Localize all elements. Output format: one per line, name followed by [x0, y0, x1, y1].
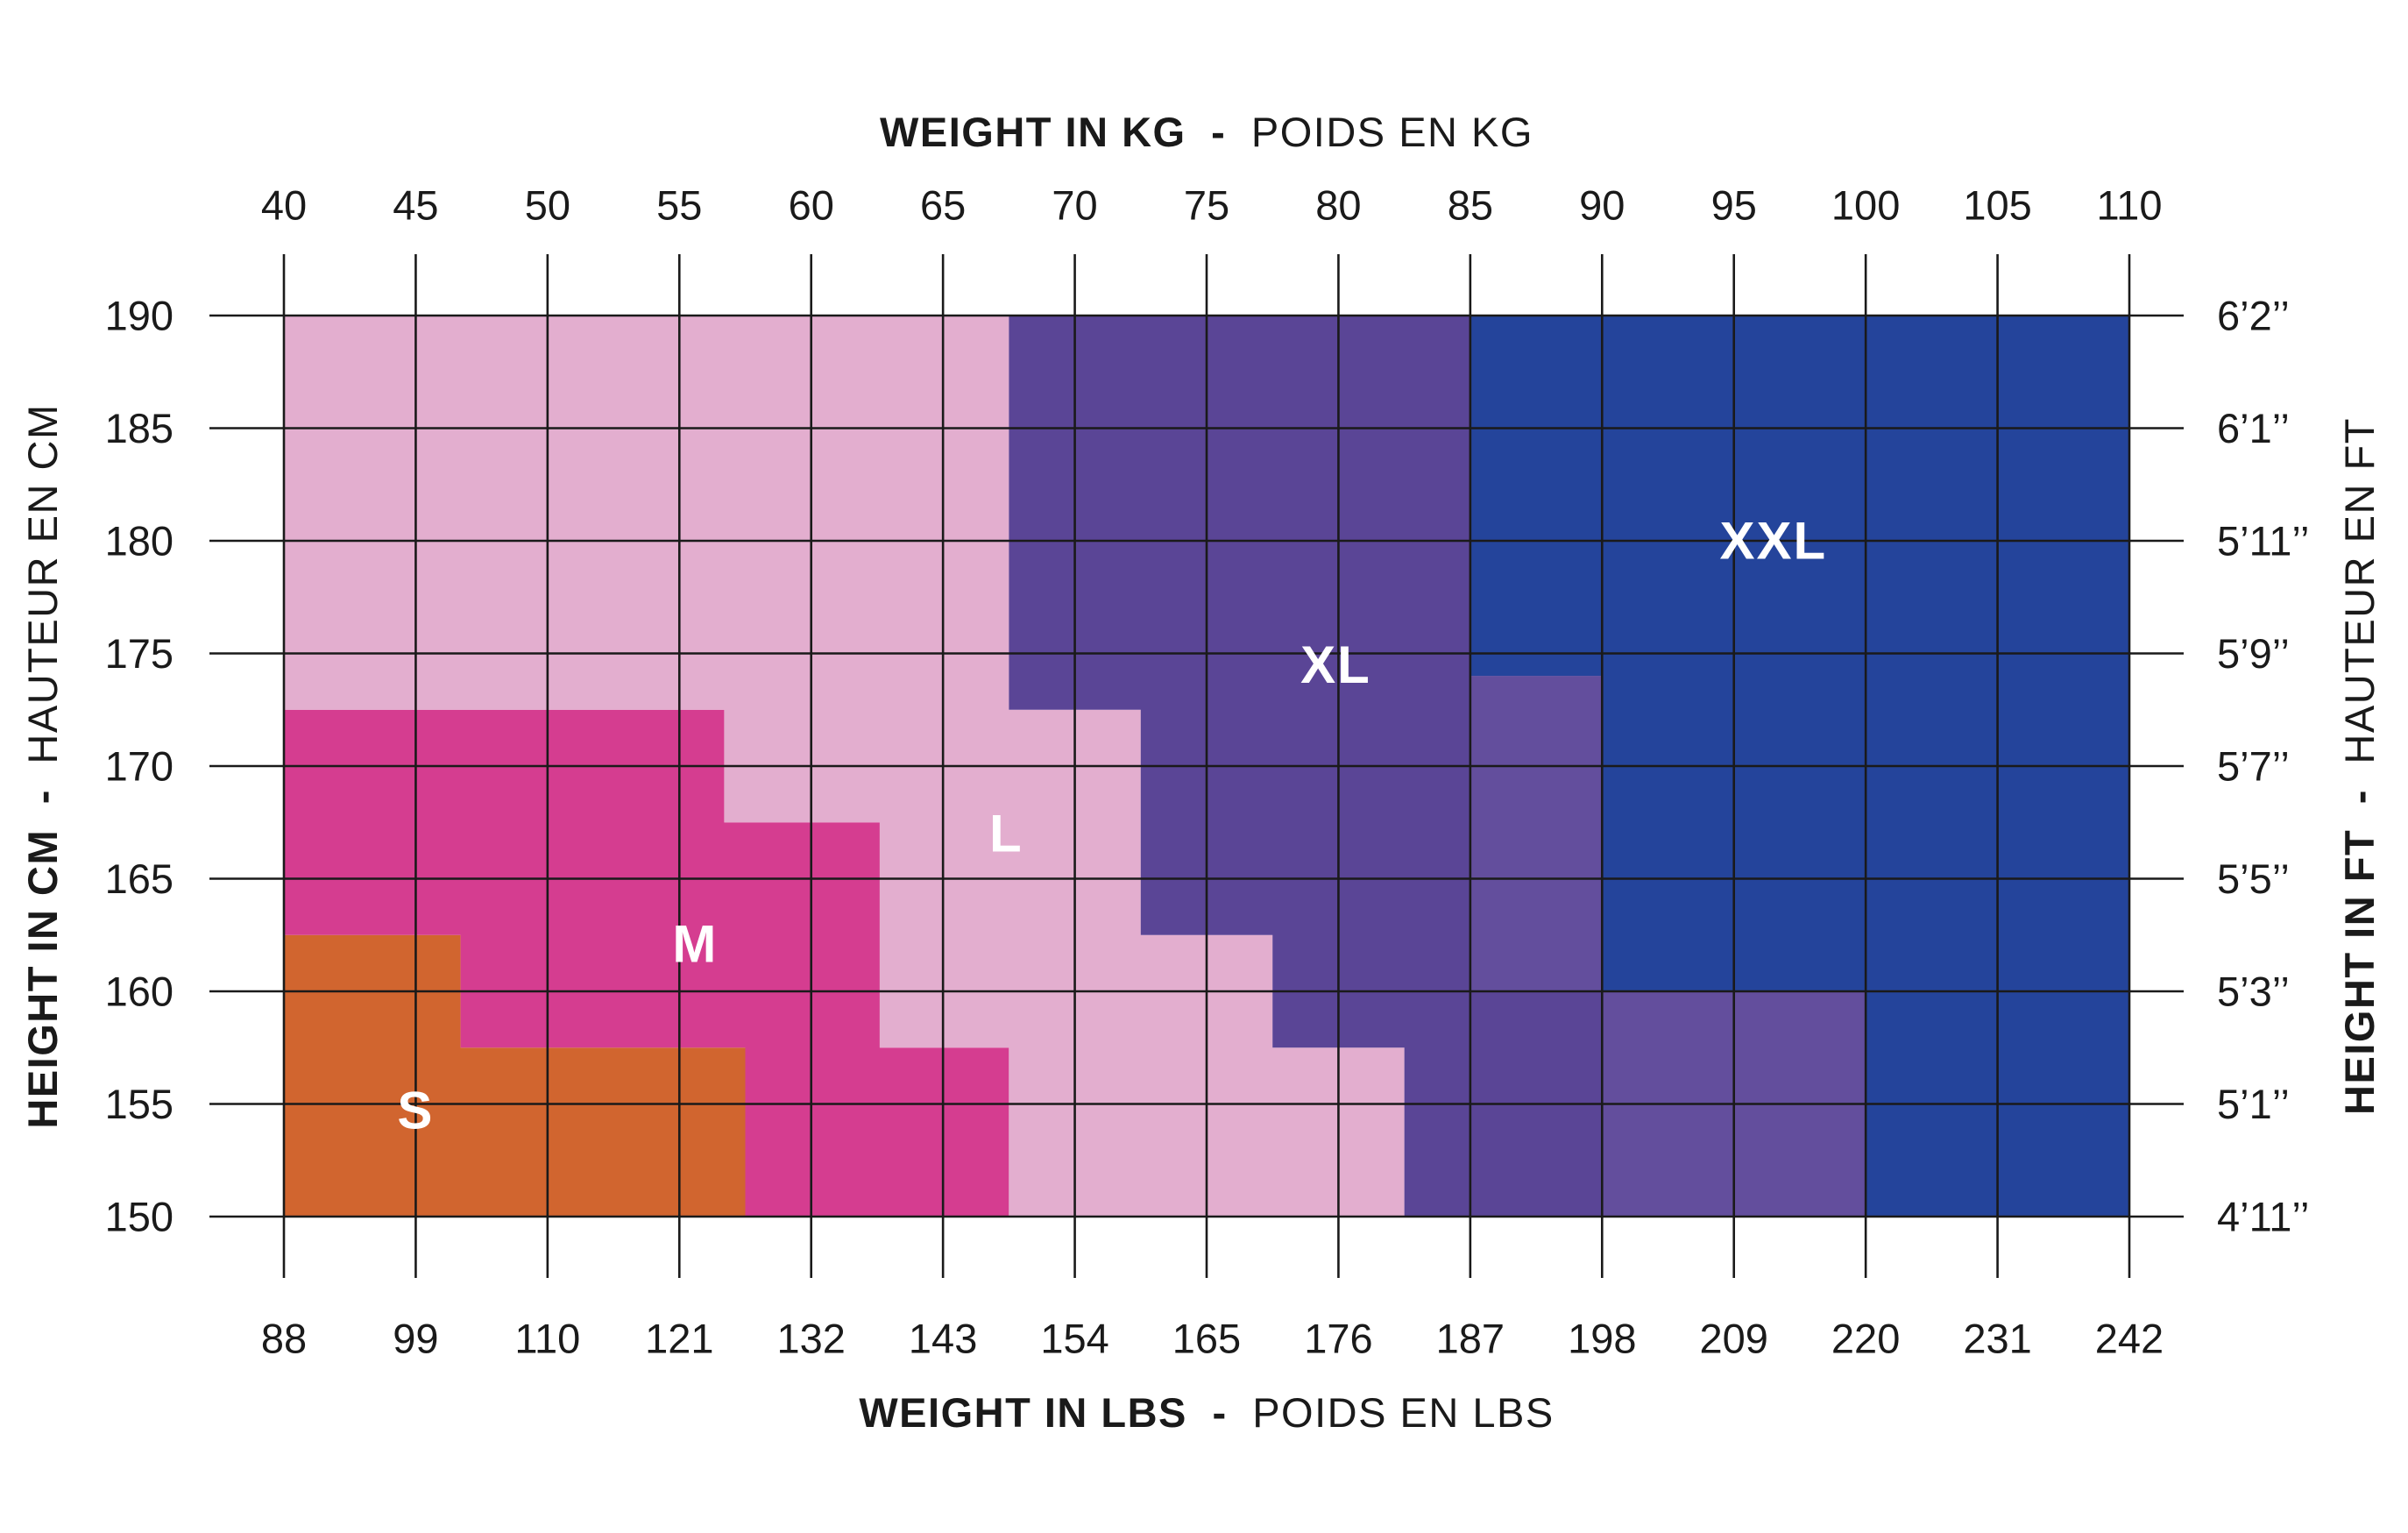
lbs-tick-label-88: 88: [261, 1316, 307, 1362]
kg-tick-label-65: 65: [920, 182, 966, 229]
kg-tick-label-90: 90: [1579, 182, 1625, 229]
region-S: [284, 934, 746, 1217]
kg-tick-label-55: 55: [656, 182, 702, 229]
top-axis-title: WEIGHT IN KG - POIDS EN KG: [880, 109, 1533, 155]
lbs-tick-label-132: 132: [777, 1316, 846, 1362]
kg-tick-label-60: 60: [789, 182, 834, 229]
ft-tick-label-3: 5’9’’: [2217, 630, 2290, 677]
cm-tick-label-190: 190: [105, 293, 174, 339]
cm-tick-label-160: 160: [105, 969, 174, 1015]
cm-tick-label-150: 150: [105, 1194, 174, 1240]
ft-tick-label-4: 5’7’’: [2217, 743, 2290, 790]
lbs-tick-label-99: 99: [393, 1316, 438, 1362]
lbs-tick-label-165: 165: [1172, 1316, 1241, 1362]
right-axis-title-separator: -: [2336, 789, 2383, 804]
lbs-tick-label-154: 154: [1040, 1316, 1108, 1362]
size-label-L: L: [989, 805, 1023, 863]
left-axis-title-en: HEIGHT IN CM: [19, 829, 66, 1129]
size-label-XL: XL: [1300, 635, 1371, 694]
kg-tick-label-110: 110: [2097, 182, 2163, 229]
ft-tick-label-1: 6’1’’: [2217, 405, 2290, 451]
cm-tick-label-185: 185: [105, 405, 174, 451]
lbs-tick-label-121: 121: [645, 1316, 713, 1362]
bottom-axis-title-separator: -: [1212, 1389, 1227, 1436]
top-axis-title-separator: -: [1211, 109, 1226, 155]
cm-tick-label-155: 155: [105, 1081, 174, 1127]
size-label-M: M: [672, 915, 718, 974]
ft-tick-label-5: 5’5’’: [2217, 855, 2290, 902]
kg-tick-label-40: 40: [261, 182, 307, 229]
kg-tick-label-45: 45: [393, 182, 438, 229]
kg-tick-label-70: 70: [1052, 182, 1097, 229]
region-M: [284, 709, 1009, 1217]
lbs-tick-label-187: 187: [1436, 1316, 1505, 1362]
left-axis-title-fr: HAUTEUR EN CM: [19, 403, 66, 763]
bottom-axis-title-en: WEIGHT IN LBS: [859, 1389, 1187, 1436]
top-axis-title-en: WEIGHT IN KG: [880, 109, 1186, 155]
right-axis-title: HEIGHT IN FT - HAUTEUR EN FT: [2336, 417, 2383, 1115]
ft-tick-label-8: 4’11’’: [2217, 1194, 2309, 1240]
grid-lines-layer: [209, 254, 2184, 1278]
axis-tick-labels-layer: 40 88 45 99 50 110 55 121 60 132 65 143 70 154 75 165 80…: [105, 182, 2310, 1362]
kg-tick-label-50: 50: [525, 182, 570, 229]
ft-tick-label-7: 5’1’’: [2217, 1081, 2290, 1127]
kg-tick-label-100: 100: [1831, 182, 1900, 229]
region-XL-light-shade-1: [1470, 676, 1603, 991]
right-axis-title-fr: HAUTEUR EN FT: [2336, 417, 2383, 764]
size-label-XXL: XXL: [1719, 512, 1827, 571]
kg-tick-label-105: 105: [1963, 182, 2031, 229]
lbs-tick-label-209: 209: [1700, 1316, 1768, 1362]
lbs-tick-label-231: 231: [1963, 1316, 2031, 1362]
bottom-axis-title-fr: POIDS EN LBS: [1252, 1389, 1555, 1436]
top-axis-title-fr: POIDS EN KG: [1251, 109, 1533, 155]
right-axis-title-en: HEIGHT IN FT: [2336, 829, 2383, 1115]
kg-tick-label-85: 85: [1448, 182, 1493, 229]
left-axis-title-separator: -: [19, 789, 66, 804]
kg-tick-label-75: 75: [1184, 182, 1229, 229]
lbs-tick-label-143: 143: [909, 1316, 977, 1362]
ft-tick-label-6: 5’3’’: [2217, 969, 2290, 1015]
cm-tick-label-170: 170: [105, 743, 174, 790]
ft-tick-label-2: 5’11’’: [2217, 518, 2309, 564]
cm-tick-label-165: 165: [105, 855, 174, 902]
kg-tick-label-95: 95: [1711, 182, 1757, 229]
size-labels-layer: S M L XL XXL: [397, 512, 1827, 1140]
lbs-tick-label-220: 220: [1831, 1316, 1900, 1362]
cm-tick-label-175: 175: [105, 630, 174, 677]
left-axis-title: HEIGHT IN CM - HAUTEUR EN CM: [19, 403, 66, 1128]
lbs-tick-label-176: 176: [1304, 1316, 1372, 1362]
lbs-tick-label-242: 242: [2095, 1316, 2164, 1362]
kg-tick-label-80: 80: [1315, 182, 1361, 229]
cm-tick-label-180: 180: [105, 518, 174, 564]
size-label-S: S: [397, 1082, 434, 1140]
lbs-tick-label-198: 198: [1568, 1316, 1636, 1362]
lbs-tick-label-110: 110: [514, 1316, 580, 1362]
bottom-axis-title: WEIGHT IN LBS - POIDS EN LBS: [859, 1389, 1554, 1436]
ft-tick-label-0: 6’2’’: [2217, 293, 2290, 339]
